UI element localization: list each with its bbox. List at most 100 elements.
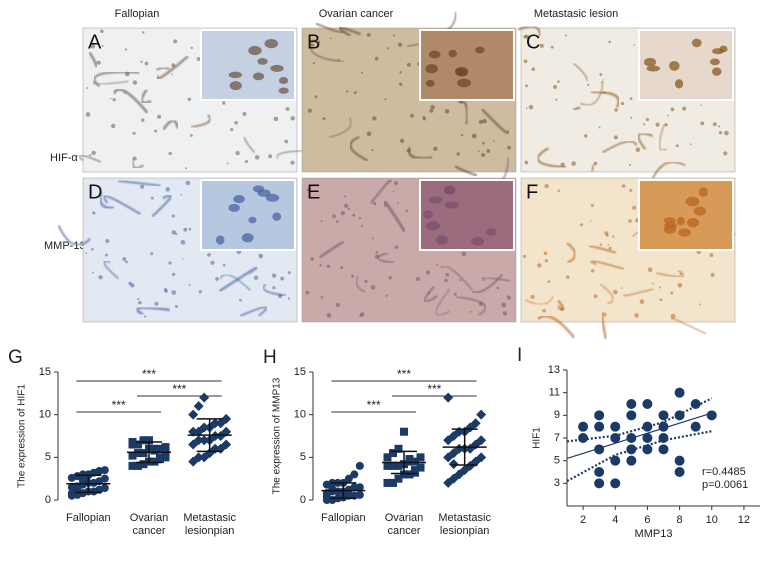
cell	[564, 34, 568, 37]
cell	[589, 220, 592, 222]
panel-letter: B	[307, 31, 320, 53]
cell	[471, 133, 477, 139]
nucleus	[428, 50, 441, 59]
inset	[200, 29, 296, 101]
cell	[557, 189, 561, 193]
nucleus	[215, 235, 225, 245]
cell	[359, 314, 362, 317]
cell	[330, 37, 332, 40]
nucleus	[252, 72, 265, 81]
cell	[332, 214, 336, 219]
cell	[425, 270, 430, 275]
cell	[599, 243, 603, 246]
cell	[371, 237, 374, 240]
nucleus	[425, 79, 435, 87]
cell	[258, 253, 264, 259]
cell	[244, 159, 249, 164]
point	[322, 492, 331, 501]
tissue	[556, 299, 566, 312]
y-tick-label: 15	[294, 366, 306, 378]
cell	[273, 116, 279, 122]
cell	[124, 48, 128, 51]
point	[150, 457, 159, 466]
cell	[163, 287, 168, 292]
cell	[444, 108, 450, 114]
cell	[105, 238, 110, 244]
panel-letter: F	[526, 181, 538, 203]
cell	[312, 61, 315, 65]
cell	[346, 90, 349, 93]
nucleus	[257, 189, 271, 197]
cell	[352, 213, 356, 217]
cell	[89, 154, 92, 157]
panel-letter: C	[526, 31, 540, 53]
cell	[125, 260, 128, 264]
point	[594, 478, 605, 489]
tissue	[131, 158, 145, 169]
tissue	[579, 78, 605, 106]
cell	[343, 195, 347, 198]
cell	[374, 254, 380, 259]
cell	[320, 219, 323, 223]
cell	[659, 298, 663, 302]
cell	[647, 267, 653, 273]
tissue	[572, 105, 582, 111]
cell	[353, 91, 357, 95]
y-axis-label: The expression of HIF1	[17, 384, 28, 488]
cell	[314, 95, 318, 99]
nucleus	[241, 233, 254, 243]
x-tick-label: Metastasic lesionpian	[438, 512, 491, 537]
panel-letter: D	[88, 181, 102, 203]
cell	[621, 184, 626, 188]
cell	[659, 286, 662, 289]
annotation: r=0.4485	[702, 466, 746, 478]
point	[344, 474, 353, 483]
cell	[593, 161, 598, 166]
y-tick-label: 13	[548, 364, 560, 376]
cell	[587, 83, 590, 86]
cell	[374, 56, 379, 61]
inset	[638, 179, 734, 251]
cell	[620, 287, 623, 289]
cell	[550, 45, 554, 49]
cell	[560, 307, 564, 311]
cell	[398, 42, 403, 47]
point	[100, 466, 109, 475]
point	[690, 399, 701, 409]
point	[642, 399, 653, 409]
point	[389, 478, 397, 487]
cell	[444, 278, 448, 283]
cell	[543, 251, 548, 256]
cell	[620, 101, 625, 106]
tissue	[572, 62, 589, 82]
point	[642, 444, 653, 455]
cell	[370, 285, 376, 290]
x-tick-label: Ovarian cancer	[385, 512, 424, 537]
significance-label: ***	[172, 382, 186, 396]
cell	[608, 40, 611, 44]
nucleus	[457, 78, 472, 88]
cell	[168, 261, 172, 265]
cell	[253, 275, 259, 280]
cell	[584, 134, 588, 138]
cell	[600, 81, 603, 84]
row-label: HIF-α	[50, 152, 78, 164]
cell	[459, 279, 462, 282]
y-tick-label: 0	[300, 494, 306, 506]
cell	[361, 71, 364, 74]
cell	[598, 126, 601, 129]
cell	[632, 205, 637, 210]
tissue	[658, 123, 668, 151]
cell	[415, 276, 420, 282]
point	[221, 413, 232, 424]
x-tick-label: 6	[644, 514, 650, 526]
panel-letter: I	[517, 345, 522, 366]
cell	[544, 183, 549, 189]
cell	[537, 263, 542, 268]
tissue	[243, 136, 256, 154]
point	[355, 490, 364, 499]
cell	[141, 118, 145, 122]
cell	[171, 290, 177, 295]
y-tick-label: 5	[300, 451, 306, 463]
